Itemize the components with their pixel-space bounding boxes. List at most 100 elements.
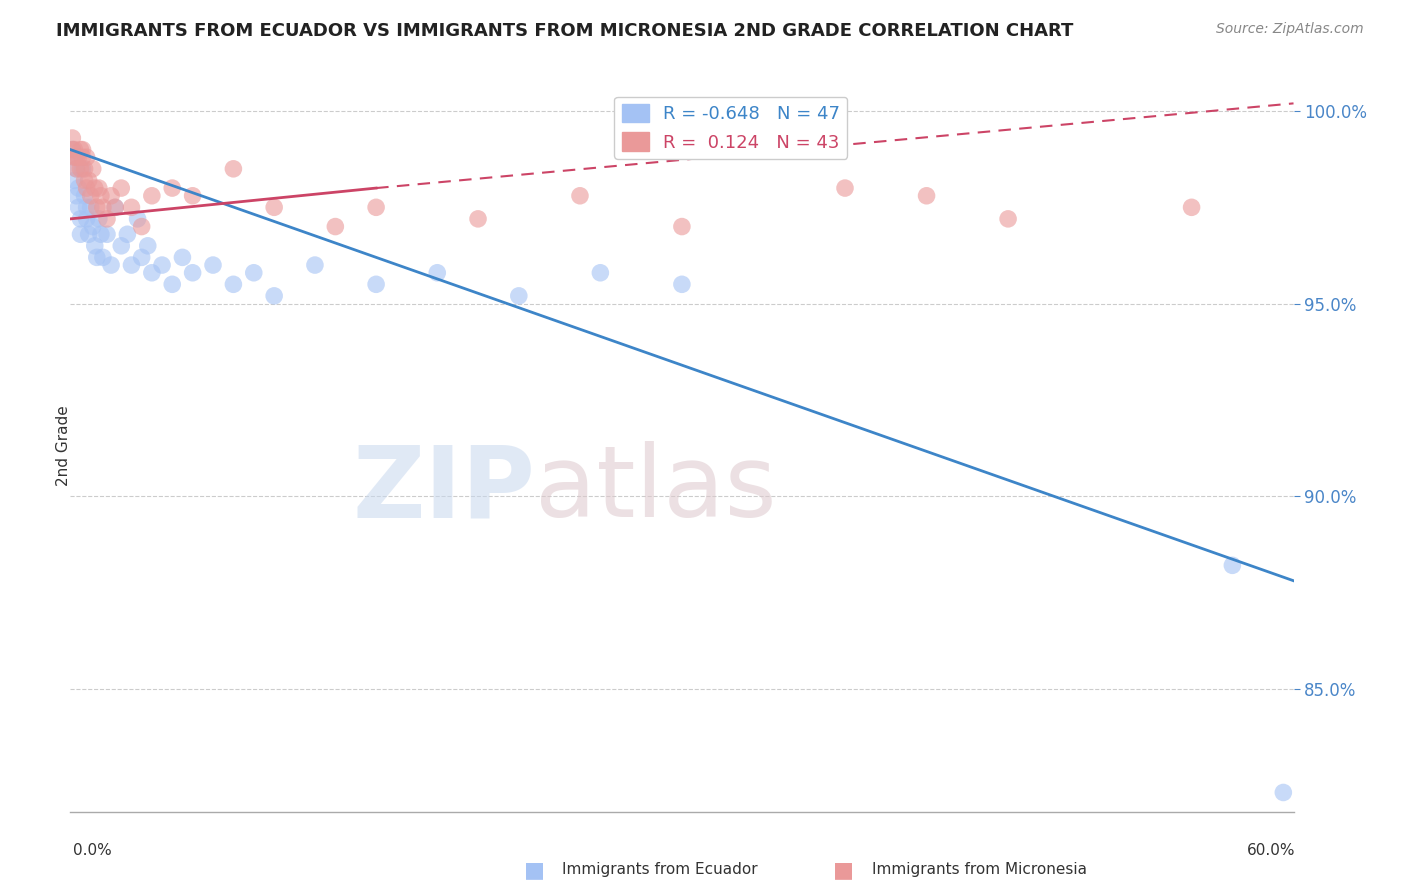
Point — [79, 200, 103, 214]
Point — [131, 251, 153, 265]
Point — [82, 161, 104, 176]
Text: ZIP: ZIP — [353, 442, 536, 539]
Point — [90, 188, 112, 202]
Point — [1272, 785, 1295, 799]
Point — [87, 181, 110, 195]
Point — [671, 219, 693, 234]
Point — [76, 181, 98, 195]
Point — [72, 161, 94, 176]
Point — [63, 143, 86, 157]
Text: Immigrants from Micronesia: Immigrants from Micronesia — [872, 863, 1087, 877]
Point — [77, 227, 100, 242]
Point — [96, 211, 118, 226]
Point — [87, 211, 110, 226]
Point — [65, 150, 87, 164]
Point — [76, 150, 98, 164]
Point — [77, 173, 100, 187]
Point — [141, 266, 163, 280]
Point — [67, 200, 90, 214]
Point — [366, 200, 388, 214]
Point — [915, 188, 938, 202]
Point — [69, 143, 91, 157]
Point — [100, 188, 122, 202]
Point — [671, 277, 693, 292]
Text: 60.0%: 60.0% — [1247, 843, 1295, 858]
Text: ■: ■ — [524, 860, 544, 880]
Point — [82, 219, 104, 234]
Point — [121, 258, 143, 272]
Text: IMMIGRANTS FROM ECUADOR VS IMMIGRANTS FROM MICRONESIA 2ND GRADE CORRELATION CHAR: IMMIGRANTS FROM ECUADOR VS IMMIGRANTS FR… — [56, 22, 1074, 40]
Point — [86, 200, 108, 214]
Point — [589, 266, 612, 280]
Point — [110, 239, 132, 253]
Text: atlas: atlas — [536, 442, 776, 539]
Point — [834, 181, 856, 195]
Point — [162, 277, 183, 292]
Point — [222, 161, 245, 176]
Point — [1220, 558, 1243, 573]
Point — [72, 143, 94, 157]
Point — [76, 211, 98, 226]
Point — [65, 161, 87, 176]
Text: 0.0%: 0.0% — [73, 843, 112, 858]
Y-axis label: 2nd Grade: 2nd Grade — [56, 406, 70, 486]
Point — [568, 188, 592, 202]
Point — [426, 266, 449, 280]
Point — [65, 161, 87, 176]
Legend: R = -0.648   N = 47, R =  0.124   N = 43: R = -0.648 N = 47, R = 0.124 N = 43 — [614, 96, 848, 159]
Point — [136, 239, 159, 253]
Point — [60, 143, 83, 157]
Point — [73, 173, 96, 187]
Point — [172, 251, 194, 265]
Point — [73, 188, 96, 202]
Text: Immigrants from Ecuador: Immigrants from Ecuador — [562, 863, 758, 877]
Point — [63, 173, 86, 187]
Point — [202, 258, 225, 272]
Point — [181, 188, 204, 202]
Point — [243, 266, 266, 280]
Point — [76, 200, 98, 214]
Point — [181, 266, 204, 280]
Point — [508, 289, 530, 303]
Point — [69, 211, 91, 226]
Point — [86, 251, 108, 265]
Point — [104, 200, 127, 214]
Point — [467, 211, 489, 226]
Text: Source: ZipAtlas.com: Source: ZipAtlas.com — [1216, 22, 1364, 37]
Point — [96, 227, 118, 242]
Point — [366, 277, 388, 292]
Point — [263, 200, 285, 214]
Point — [304, 258, 326, 272]
Point — [141, 188, 163, 202]
Text: ■: ■ — [834, 860, 853, 880]
Point — [162, 181, 183, 195]
Point — [60, 143, 83, 157]
Point — [150, 258, 173, 272]
Point — [1181, 200, 1204, 214]
Point — [127, 211, 149, 226]
Point — [100, 258, 122, 272]
Point — [67, 181, 90, 195]
Point — [79, 188, 103, 202]
Point — [117, 227, 139, 242]
Point — [60, 131, 83, 145]
Point — [83, 181, 105, 195]
Point — [69, 227, 91, 242]
Point — [63, 150, 86, 164]
Point — [222, 277, 245, 292]
Point — [69, 161, 91, 176]
Point — [997, 211, 1019, 226]
Point — [83, 239, 105, 253]
Point — [104, 200, 127, 214]
Point — [121, 200, 143, 214]
Point — [263, 289, 285, 303]
Point — [90, 227, 112, 242]
Point — [67, 150, 90, 164]
Point — [72, 150, 94, 164]
Point — [323, 219, 347, 234]
Point — [91, 251, 114, 265]
Point — [110, 181, 132, 195]
Point — [65, 188, 87, 202]
Point — [73, 161, 96, 176]
Point — [131, 219, 153, 234]
